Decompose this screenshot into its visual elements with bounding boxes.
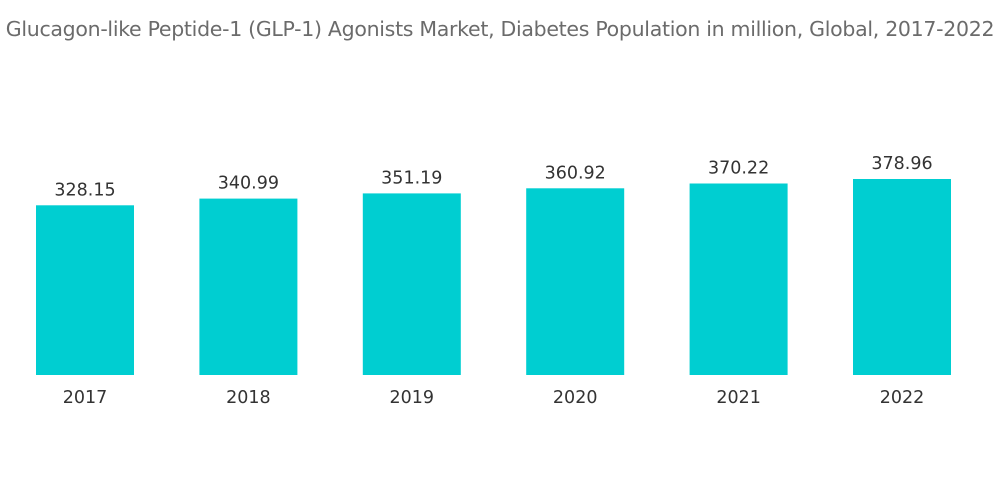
data-label-2020: 360.92	[545, 163, 606, 183]
bar-2021	[689, 183, 788, 375]
x-tick-label-2021: 2021	[716, 388, 761, 408]
bar-2020	[526, 188, 625, 375]
data-label-2017: 328.15	[54, 180, 115, 200]
data-label-2018: 340.99	[218, 174, 279, 194]
x-tick-label-2022: 2022	[880, 388, 925, 408]
x-tick-label-2018: 2018	[226, 388, 271, 408]
bar-2018	[199, 198, 298, 375]
bar-2019	[362, 193, 461, 375]
data-label-2022: 378.96	[871, 154, 932, 174]
x-tick-label-2019: 2019	[390, 388, 435, 408]
x-tick-label-2017: 2017	[63, 388, 108, 408]
bar-2017	[36, 205, 134, 375]
data-label-2019: 351.19	[381, 168, 442, 188]
bar-2022	[853, 179, 951, 375]
chart-title: Glucagon-like Peptide-1 (GLP-1) Agonists…	[5, 17, 995, 41]
x-tick-label-2020: 2020	[553, 388, 598, 408]
data-label-2021: 370.22	[708, 159, 769, 179]
